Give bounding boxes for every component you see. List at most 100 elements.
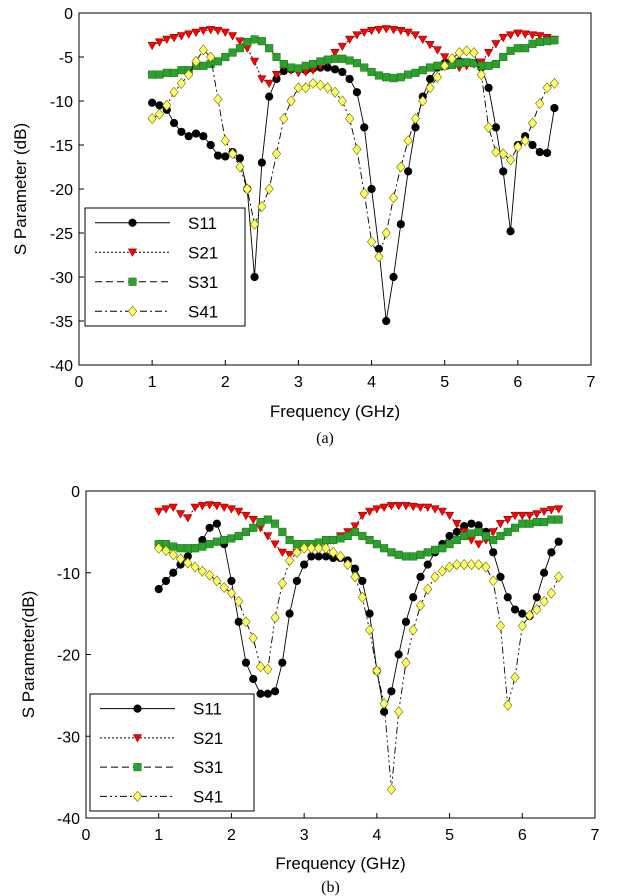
data-point-s21 <box>330 48 340 58</box>
data-point-s21 <box>517 511 527 521</box>
data-point-s41 <box>190 561 200 573</box>
data-point-s31 <box>360 63 369 72</box>
data-point-s11 <box>445 531 454 541</box>
data-point-s11 <box>169 568 178 577</box>
data-point-s41 <box>532 604 542 616</box>
data-point-s41 <box>242 183 252 195</box>
data-point-s41 <box>168 549 178 561</box>
data-point-s21 <box>374 26 384 35</box>
data-point-s41 <box>226 587 237 599</box>
y-tick-label: -40 <box>50 358 73 375</box>
data-point-s31 <box>330 54 340 63</box>
x-axis-label: Frequency (GHz) <box>275 854 405 873</box>
data-point-s11 <box>161 576 171 586</box>
data-point-s21 <box>554 505 564 514</box>
data-point-s21 <box>352 31 362 40</box>
data-point-s41 <box>176 77 186 89</box>
data-point-s21 <box>161 505 171 514</box>
series-line-s41 <box>151 49 555 259</box>
data-point-s31 <box>387 548 396 557</box>
data-point-s31 <box>382 73 391 82</box>
data-point-s41 <box>498 148 508 160</box>
data-point-s41 <box>396 161 406 173</box>
data-point-s21 <box>415 503 426 513</box>
data-point-s11 <box>234 617 243 626</box>
data-point-s11 <box>350 564 360 573</box>
data-point-s21 <box>357 511 367 521</box>
x-tick-label: 4 <box>367 374 376 391</box>
data-point-s31 <box>467 529 476 538</box>
data-point-s31 <box>396 73 405 82</box>
data-point-s31 <box>263 515 272 524</box>
data-point-s41 <box>306 542 317 554</box>
data-point-s11 <box>256 689 265 698</box>
data-point-s11 <box>300 560 309 569</box>
data-point-s21 <box>162 35 172 45</box>
y-tick-label: -30 <box>57 729 80 746</box>
data-point-s41 <box>270 612 280 624</box>
data-point-s41 <box>401 657 411 669</box>
data-point-s41 <box>542 82 552 94</box>
data-point-s31 <box>148 70 157 79</box>
data-point-s31 <box>462 58 471 67</box>
data-point-s31 <box>535 37 544 47</box>
data-point-s21 <box>524 511 535 521</box>
y-tick-label: 0 <box>64 6 73 23</box>
data-point-s21 <box>372 505 382 514</box>
data-point-s41 <box>285 554 295 566</box>
data-point-s21 <box>381 25 391 34</box>
data-point-s21 <box>257 75 267 84</box>
data-point-s11 <box>314 552 323 561</box>
legend: S11 S21 S31 S41 <box>84 207 246 327</box>
y-tick-label: 0 <box>71 484 80 501</box>
data-point-s41 <box>539 595 549 607</box>
data-point-s21 <box>498 34 508 43</box>
data-point-s41 <box>549 77 560 89</box>
data-point-s41 <box>228 148 238 160</box>
data-point-s21 <box>190 503 200 513</box>
x-tick-label: 6 <box>513 374 522 391</box>
data-point-s31 <box>374 71 383 80</box>
x-tick-label: 1 <box>154 827 163 844</box>
data-point-s31 <box>278 527 287 536</box>
data-point-s21 <box>213 26 223 36</box>
data-point-s21 <box>444 511 455 521</box>
data-point-s11 <box>199 132 208 141</box>
data-point-s21 <box>432 46 443 55</box>
data-point-s11 <box>543 148 552 158</box>
data-point-s21 <box>535 32 545 41</box>
legend-marker-s31 <box>133 763 142 772</box>
data-point-s11 <box>249 674 258 684</box>
data-point-s41 <box>476 69 486 81</box>
data-point-s41 <box>213 93 223 105</box>
data-point-s41 <box>183 557 193 569</box>
data-point-s21 <box>410 31 421 40</box>
data-point-s31 <box>438 544 447 553</box>
data-point-s21 <box>418 35 428 45</box>
data-point-s21 <box>532 510 542 519</box>
data-point-s21 <box>520 30 530 39</box>
legend-label-s41: S41 <box>188 302 218 321</box>
data-point-s21 <box>437 507 447 517</box>
data-point-s21 <box>241 511 251 521</box>
data-point-s41 <box>277 577 287 589</box>
data-point-s31 <box>416 550 425 559</box>
data-point-s21 <box>227 32 238 41</box>
data-point-s41 <box>554 571 564 583</box>
x-tick-label: 2 <box>221 374 230 391</box>
data-point-s41 <box>337 95 347 107</box>
data-point-s41 <box>292 546 302 558</box>
data-point-s31 <box>525 519 534 528</box>
data-point-s31 <box>243 37 252 47</box>
data-point-s21 <box>386 502 397 511</box>
x-tick-label: 3 <box>300 827 309 844</box>
data-point-s11 <box>263 689 272 698</box>
data-point-s11 <box>496 572 505 581</box>
data-point-s31 <box>481 531 490 541</box>
data-point-s21 <box>264 79 274 89</box>
data-point-s11 <box>358 576 367 586</box>
data-point-s21 <box>234 507 244 517</box>
legend-box <box>84 207 246 327</box>
data-point-s11 <box>491 123 501 132</box>
